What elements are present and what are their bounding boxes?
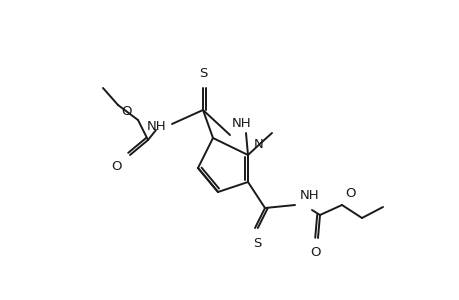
Text: N: N — [253, 138, 263, 151]
Text: O: O — [111, 160, 122, 173]
Text: NH: NH — [299, 189, 319, 202]
Text: O: O — [121, 105, 132, 118]
Text: NH: NH — [231, 117, 251, 130]
Text: O: O — [344, 187, 355, 200]
Text: O: O — [310, 246, 320, 259]
Text: NH: NH — [146, 119, 166, 133]
Text: S: S — [252, 237, 261, 250]
Text: S: S — [198, 67, 207, 80]
